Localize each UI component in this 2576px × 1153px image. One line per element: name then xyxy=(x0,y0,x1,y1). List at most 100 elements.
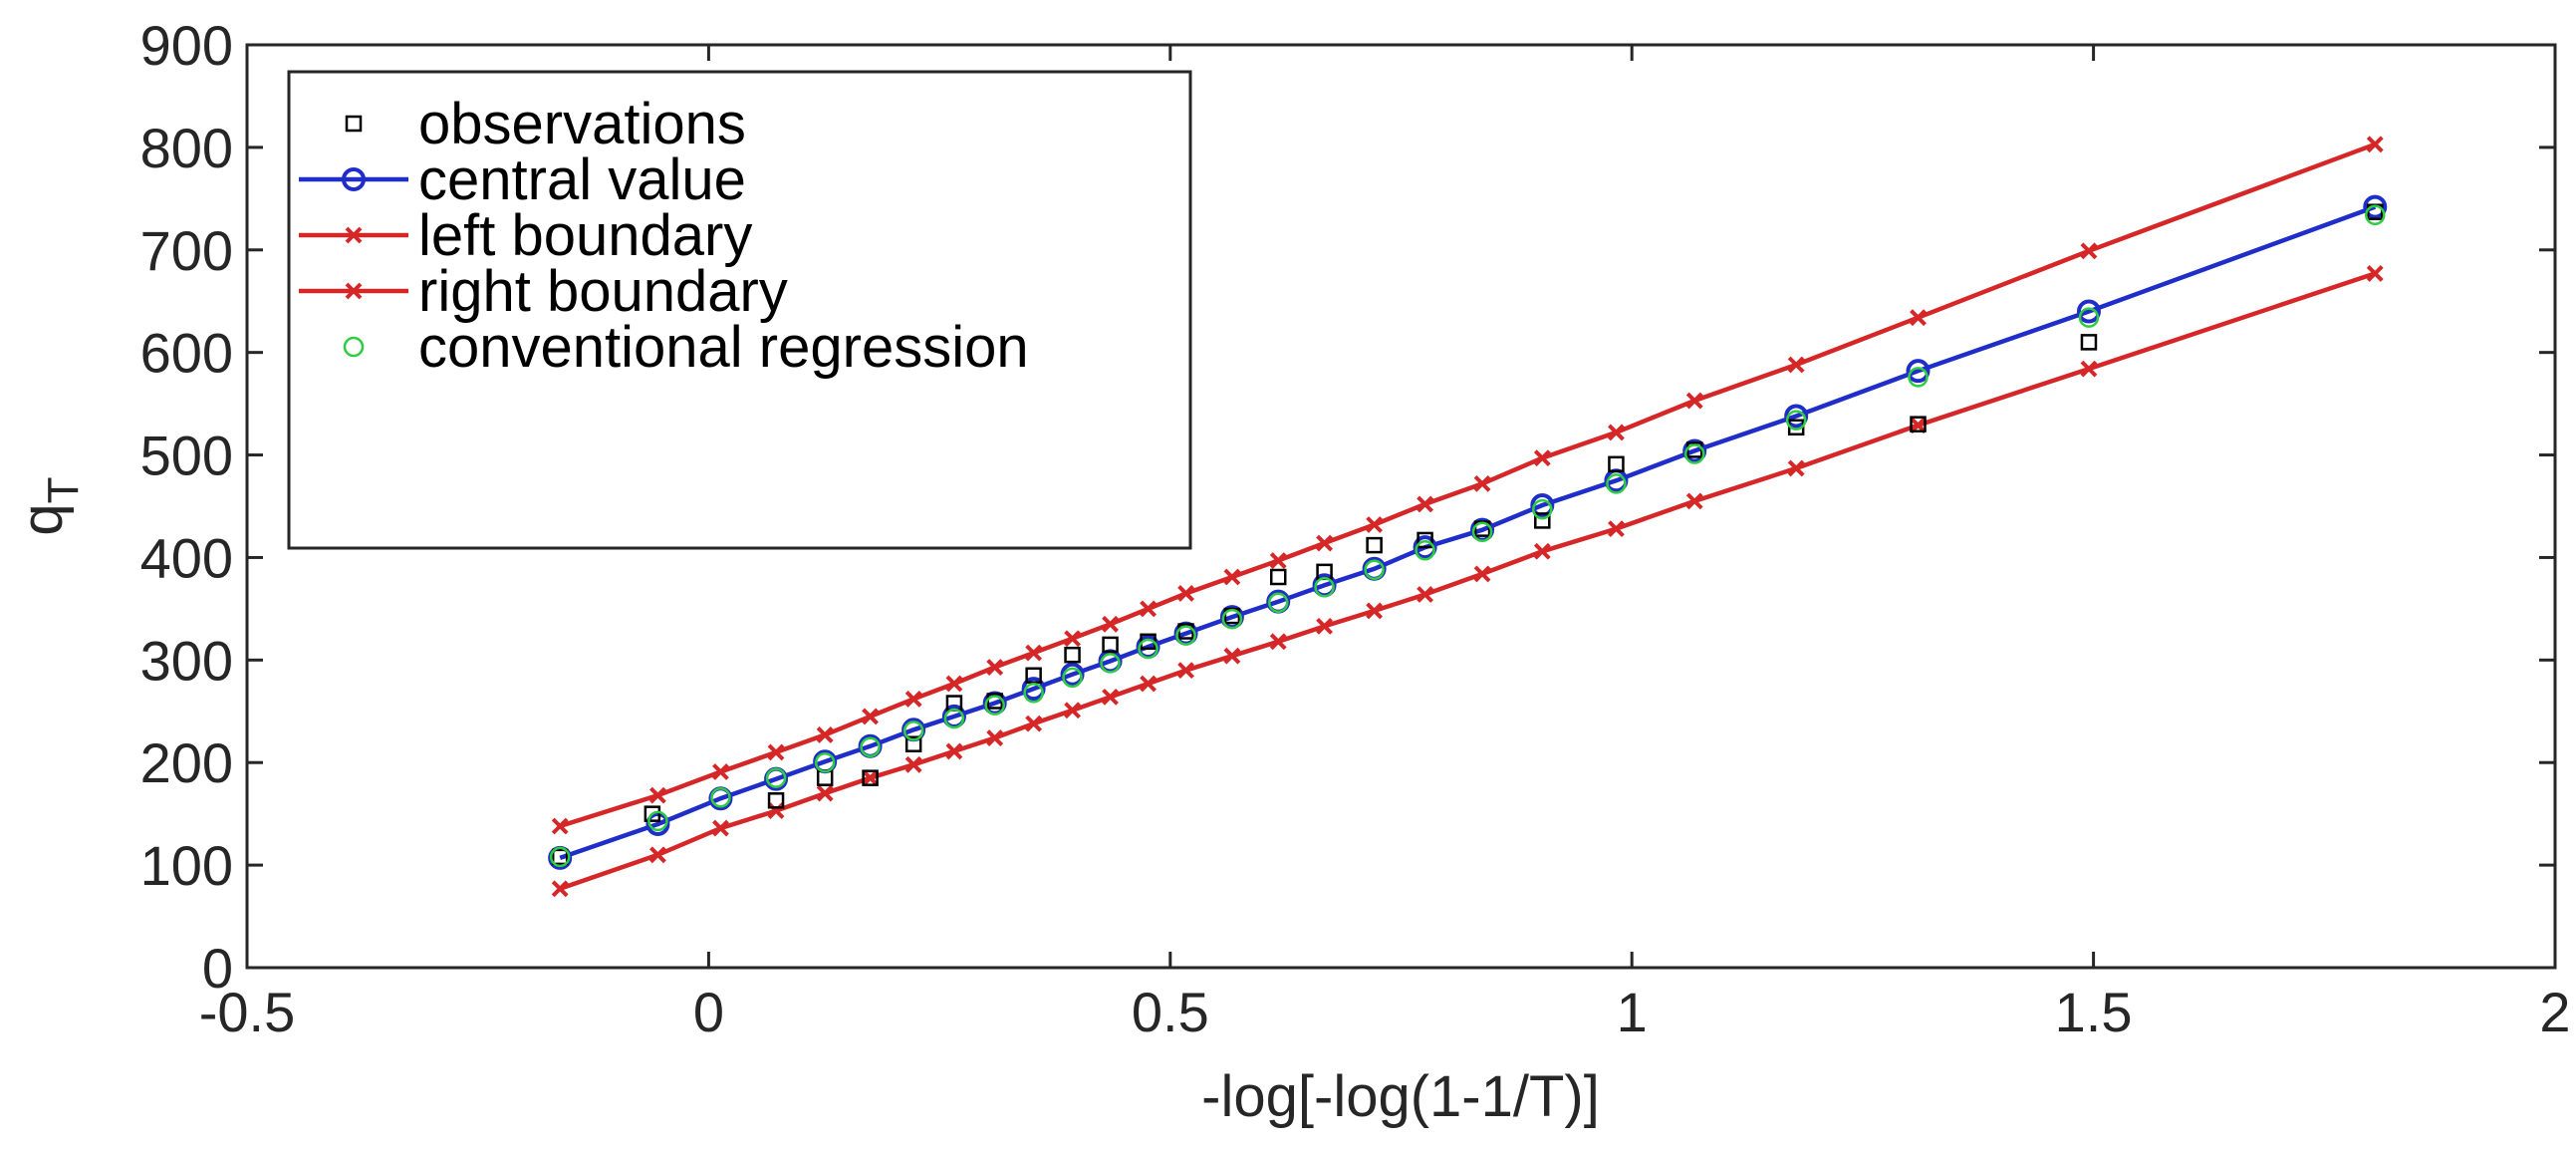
x-axis-title: -log[-log(1-1/T)] xyxy=(1201,1064,1600,1129)
y-tick-label: 300 xyxy=(140,629,233,692)
svg-text:qT: qT xyxy=(10,476,88,535)
x-tick-label: -0.5 xyxy=(199,981,296,1043)
point-right-boundary xyxy=(1223,647,1241,665)
point-conventional-regression xyxy=(1471,521,1493,542)
point-left-boundary xyxy=(1064,630,1081,648)
legend-label: conventional regression xyxy=(418,315,1029,380)
point-central-value xyxy=(1784,404,1809,429)
legend-label: left boundary xyxy=(418,203,752,268)
point-central-value xyxy=(1906,359,1931,384)
legend-label: observations xyxy=(418,92,746,156)
y-tick-label: 200 xyxy=(140,731,233,794)
point-conventional-regression xyxy=(710,786,731,808)
legend-box xyxy=(287,70,1192,550)
point-right-boundary xyxy=(767,802,785,819)
point-left-boundary xyxy=(551,817,569,835)
series-layer xyxy=(548,136,2388,898)
point-left-boundary xyxy=(649,786,666,804)
point-conventional-regression xyxy=(860,736,881,758)
point-left-boundary xyxy=(2080,242,2098,260)
plot-frame xyxy=(245,43,2557,970)
point-conventional-regression xyxy=(2365,204,2386,226)
point-left-boundary xyxy=(904,691,922,708)
point-conventional-regression xyxy=(1606,473,1627,494)
legend-label: central value xyxy=(418,147,746,212)
point-central-value xyxy=(2363,194,2388,219)
x-tick-label: 1.5 xyxy=(2055,981,2133,1043)
point-left-boundary xyxy=(1223,568,1241,586)
point-right-boundary xyxy=(862,769,880,787)
legend-item-left-boundary: left boundary xyxy=(299,203,752,268)
point-observations xyxy=(1534,512,1551,529)
point-right-boundary xyxy=(1064,702,1081,720)
point-observations xyxy=(644,805,661,822)
point-left-boundary xyxy=(2366,136,2384,153)
point-right-boundary xyxy=(2366,265,2384,282)
point-conventional-regression xyxy=(647,810,668,832)
y-tick-label: 0 xyxy=(202,937,233,1000)
legend-item-observations: observations xyxy=(345,92,746,156)
point-right-boundary xyxy=(1366,602,1384,620)
point-central-value xyxy=(2076,299,2101,324)
point-observations xyxy=(1269,568,1287,586)
point-central-value xyxy=(645,811,670,836)
point-observations xyxy=(1608,455,1625,473)
y-tick-label: 700 xyxy=(140,219,233,282)
point-right-boundary xyxy=(649,846,666,864)
x-tick-label: 0 xyxy=(693,981,724,1043)
point-right-boundary xyxy=(1685,492,1703,510)
point-conventional-regression xyxy=(1023,683,1044,704)
point-conventional-regression xyxy=(1415,539,1435,561)
point-conventional-regression xyxy=(1062,667,1083,689)
legend-item-conventional-regression: conventional regression xyxy=(343,315,1029,380)
legend-item-right-boundary: right boundary xyxy=(299,259,788,324)
point-conventional-regression xyxy=(902,721,924,741)
point-right-boundary xyxy=(1417,586,1434,603)
point-conventional-regression xyxy=(765,767,787,788)
legend-marker xyxy=(345,282,363,300)
y-tick-label: 100 xyxy=(140,834,233,897)
point-observations xyxy=(2080,334,2098,351)
point-right-boundary xyxy=(1608,520,1625,538)
legend-item-central-value: central value xyxy=(299,147,746,212)
point-central-value xyxy=(1060,662,1085,687)
point-conventional-regression xyxy=(1364,559,1385,581)
point-observations xyxy=(1417,531,1433,549)
point-conventional-regression xyxy=(1683,443,1705,464)
point-left-boundary xyxy=(1269,552,1287,569)
legend-marker xyxy=(345,115,363,133)
series-conventional-regression xyxy=(549,204,2386,868)
point-observations xyxy=(1102,636,1119,654)
point-left-boundary xyxy=(1473,474,1491,492)
point-observations xyxy=(904,735,922,752)
point-observations xyxy=(767,792,785,809)
point-conventional-regression xyxy=(1908,367,1929,388)
point-right-boundary xyxy=(1025,715,1043,732)
x-tick-label: 0.5 xyxy=(1132,981,1209,1043)
point-observations xyxy=(1366,536,1383,554)
point-right-boundary xyxy=(1787,459,1805,477)
point-right-boundary xyxy=(945,742,963,760)
point-conventional-regression xyxy=(1175,625,1196,646)
point-left-boundary xyxy=(816,726,834,743)
point-conventional-regression xyxy=(1314,577,1335,598)
legend-marker xyxy=(342,167,366,191)
series-left-boundary xyxy=(551,136,2384,835)
series-right-boundary xyxy=(551,265,2384,898)
y-tick-label: 800 xyxy=(140,117,233,179)
point-left-boundary xyxy=(712,763,729,780)
legend-marker xyxy=(343,336,365,358)
series-observations xyxy=(551,203,2384,866)
y-tick-label: 600 xyxy=(140,322,233,385)
point-observations xyxy=(1910,416,1927,432)
point-central-value xyxy=(1682,438,1707,463)
point-left-boundary xyxy=(1533,449,1551,467)
point-left-boundary xyxy=(1787,356,1805,374)
point-left-boundary xyxy=(1102,615,1119,633)
point-left-boundary xyxy=(1177,585,1194,602)
point-observations xyxy=(1025,667,1042,685)
point-left-boundary xyxy=(986,659,1004,676)
